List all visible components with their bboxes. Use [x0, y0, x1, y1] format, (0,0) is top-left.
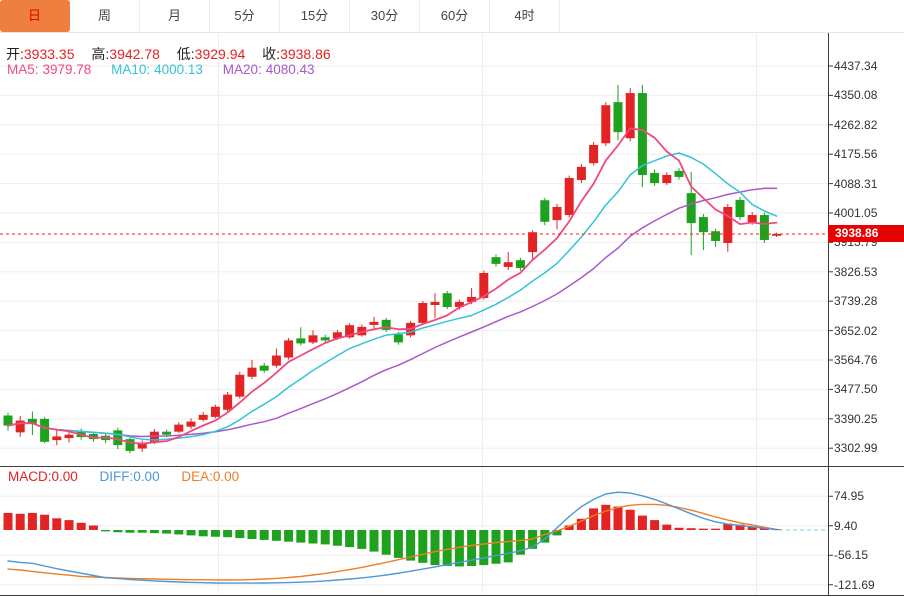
macd-value: 0.00	[51, 469, 78, 484]
price-tick-label: 3390.25	[834, 411, 878, 426]
macd-tick-label: -121.69	[834, 577, 875, 592]
price-tick-label: 4350.08	[834, 88, 878, 103]
close-value: 3938.86	[280, 46, 331, 62]
tab-60min[interactable]: 60分	[420, 0, 490, 32]
ma20-readout: MA20: 4080.43	[223, 62, 315, 77]
price-tick-label: 3826.53	[834, 264, 878, 279]
axis-frame	[0, 33, 904, 596]
price-tick-label: 4001.05	[834, 206, 878, 220]
dea-label: DEA:	[181, 469, 213, 484]
dea-value-readout: DEA:0.00	[181, 469, 239, 484]
price-tick-label: 3564.76	[834, 353, 878, 367]
price-tick-label: 3302.99	[834, 441, 878, 456]
ma-readout: MA5: 3979.78 MA10: 4000.13 MA20: 4080.43	[7, 62, 331, 77]
high-label: 高:	[91, 46, 110, 62]
current-price-line	[0, 233, 828, 531]
timeframe-tabbar: 日周月 5分 15分 30分 60分 4时	[0, 0, 904, 33]
price-tick-label: 4088.31	[834, 176, 878, 191]
ma5-label: MA5:	[7, 62, 39, 77]
diff-value-readout: DIFF:0.00	[100, 469, 160, 484]
price-tick-label: 4262.82	[834, 117, 878, 132]
ma20-value: 4080.43	[265, 62, 315, 77]
low-value: 3929.94	[194, 46, 246, 62]
ma10-value: 4000.13	[154, 62, 203, 77]
candles-layer	[3, 84, 782, 454]
tab-4hour[interactable]: 4时	[490, 0, 560, 32]
high-value: 3942.78	[109, 46, 160, 62]
last-price-badge: 3938.86	[828, 225, 904, 242]
price-tick-label: 4175.56	[834, 147, 878, 162]
gridlines	[0, 34, 828, 594]
ma10-label: MA10:	[111, 62, 151, 77]
ma5-value: 3979.78	[42, 62, 92, 77]
diff-label: DIFF:	[99, 469, 134, 484]
price-tick-label: 3739.28	[834, 294, 878, 309]
tab-monthly[interactable]: 月	[140, 0, 210, 32]
ohlc-readout: 开:3933.35 高:3942.78 低:3929.94 收:3938.86	[6, 44, 344, 64]
diff-value: 0.00	[133, 469, 160, 484]
close-label: 收:	[262, 46, 281, 62]
tab-weekly[interactable]: 周	[70, 0, 140, 32]
ma10-readout: MA10: 4000.13	[111, 62, 203, 77]
macd-tick-label: 9.40	[834, 518, 858, 533]
open-value: 3933.35	[23, 46, 75, 62]
macd-value-readout: MACD:0.00	[8, 469, 78, 484]
low-label: 低:	[176, 46, 195, 62]
ma20-label: MA20:	[222, 62, 262, 77]
ma5-readout: MA5: 3979.78	[7, 62, 91, 77]
tab-30min[interactable]: 30分	[350, 0, 420, 32]
open-label: 开:	[6, 46, 24, 62]
price-tick-label: 3477.50	[834, 382, 878, 397]
macd-panel-layer	[3, 491, 782, 584]
macd-tick-label: -56.15	[834, 548, 869, 563]
price-tick-label: 3652.02	[834, 323, 878, 338]
macd-readout: MACD:0.00 DIFF:0.00 DEA:0.00	[8, 469, 257, 484]
tab-5min[interactable]: 5分	[210, 0, 280, 32]
price-tick-label: 4437.34	[834, 59, 878, 73]
dea-value: 0.00	[212, 469, 240, 484]
macd-tick-label: 74.95	[834, 489, 865, 504]
macd-label: MACD:	[8, 469, 52, 484]
tab-daily[interactable]: 日	[0, 0, 70, 32]
ma-lines	[7, 127, 778, 445]
tab-15min[interactable]: 15分	[280, 0, 350, 32]
